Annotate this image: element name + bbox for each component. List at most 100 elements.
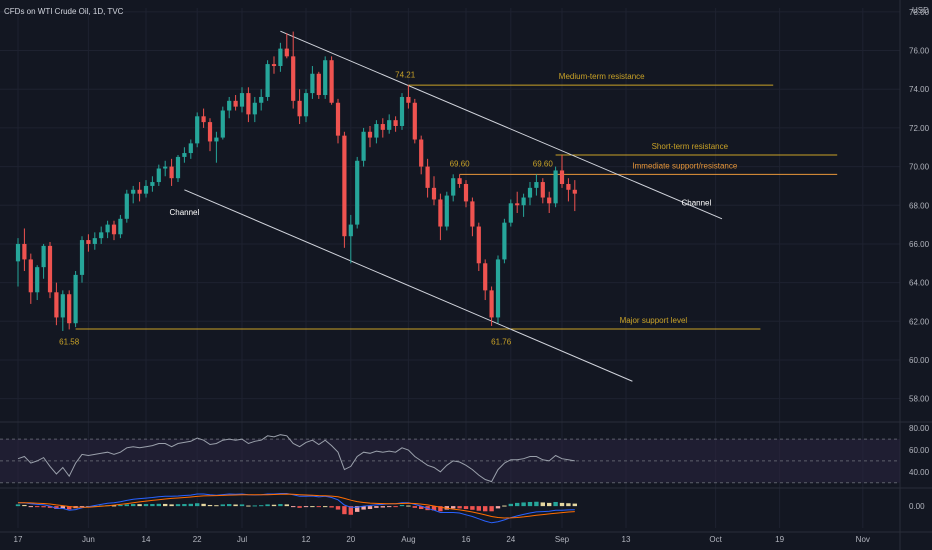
candle-body[interactable] [150,182,155,186]
macd-histogram-bar[interactable] [406,505,411,507]
candle-body[interactable] [399,96,405,126]
macd-histogram-bar[interactable] [188,503,193,507]
macd-histogram-bar[interactable] [534,501,539,507]
macd-histogram-bar[interactable] [131,504,136,507]
macd-histogram-bar[interactable] [438,506,443,512]
candle-body[interactable] [335,102,341,136]
candle-body[interactable] [566,183,571,190]
macd-histogram-bar[interactable] [15,504,21,507]
macd-histogram-bar[interactable] [227,504,232,507]
macd-histogram-bar[interactable] [22,504,27,507]
candle-body[interactable] [521,197,526,206]
macd-histogram-bar[interactable] [111,505,117,507]
candle-body[interactable] [393,120,398,126]
macd-histogram-bar[interactable] [201,503,206,507]
candle-body[interactable] [303,93,309,117]
macd-histogram-bar[interactable] [28,506,33,508]
signal-line[interactable] [18,493,575,519]
candle-body[interactable] [195,116,200,144]
macd-histogram-bar[interactable] [367,506,373,509]
macd-histogram-bar[interactable] [207,504,213,507]
candle-body[interactable] [111,224,117,235]
candle-body[interactable] [310,73,315,94]
macd-histogram-bar[interactable] [220,504,225,507]
macd-histogram-bar[interactable] [124,504,129,507]
macd-histogram-bar[interactable] [361,506,366,510]
macd-histogram-bar[interactable] [412,506,417,508]
macd-histogram-bar[interactable] [355,506,360,512]
macd-histogram-bar[interactable] [47,506,53,508]
candle-body[interactable] [444,195,449,227]
candle-body[interactable] [476,226,481,264]
candle-body[interactable] [86,240,91,244]
candle-body[interactable] [265,64,270,97]
macd-histogram-bar[interactable] [374,506,379,508]
candle-body[interactable] [182,153,187,157]
macd-histogram-bar[interactable] [380,506,385,508]
macd-histogram-bar[interactable] [470,506,475,510]
rsi-pane[interactable] [0,434,900,484]
candle-body[interactable] [259,96,264,103]
macd-histogram-bar[interactable] [79,506,85,508]
candle-body[interactable] [35,267,40,293]
macd-histogram-bar[interactable] [419,506,424,509]
macd-histogram-bar[interactable] [291,506,296,508]
candle-body[interactable] [483,263,488,291]
candle-body[interactable] [553,170,558,204]
macd-histogram-bar[interactable] [502,505,507,507]
candle-body[interactable] [169,166,174,179]
candle-body[interactable] [105,224,110,233]
candle-body[interactable] [559,170,565,184]
candle-body[interactable] [47,245,53,293]
macd-histogram-bar[interactable] [489,506,494,512]
macd-histogram-bar[interactable] [182,504,187,507]
macd-histogram-bar[interactable] [476,506,481,511]
macd-histogram-bar[interactable] [508,503,513,507]
macd-histogram-bar[interactable] [566,503,571,507]
candle-body[interactable] [278,48,283,67]
macd-histogram-bar[interactable] [431,506,437,511]
candle-body[interactable] [367,131,373,138]
macd-histogram-bar[interactable] [137,504,142,507]
candle-body[interactable] [73,274,78,324]
candle-body[interactable] [41,245,46,268]
candle-body[interactable] [489,290,494,318]
candle-body[interactable] [188,143,193,154]
macd-histogram-bar[interactable] [60,506,65,509]
macd-histogram-bar[interactable] [457,506,462,509]
macd-histogram-bar[interactable] [118,504,123,507]
macd-histogram-bar[interactable] [316,506,321,508]
macd-histogram-bar[interactable] [348,506,353,515]
candle-body[interactable] [271,64,277,67]
candle-body[interactable] [54,292,59,318]
macd-histogram-bar[interactable] [297,506,302,508]
candle-body[interactable] [355,160,360,225]
macd-histogram-bar[interactable] [284,504,289,507]
candle-body[interactable] [131,189,136,194]
macd-histogram-bar[interactable] [233,504,238,507]
candle-body[interactable] [495,259,501,318]
candle-body[interactable] [137,189,142,194]
macd-histogram-bar[interactable] [265,504,270,507]
macd-histogram-bar[interactable] [540,502,545,507]
macd-histogram-bar[interactable] [335,506,341,510]
macd-histogram-bar[interactable] [195,503,200,507]
candle-body[interactable] [329,60,334,103]
macd-histogram-bar[interactable] [163,503,168,507]
macd-histogram-bar[interactable] [399,504,405,507]
macd-histogram-bar[interactable] [342,506,347,515]
macd-histogram-bar[interactable] [271,504,277,507]
candle-body[interactable] [220,110,225,138]
candle-body[interactable] [124,193,129,219]
candle-body[interactable] [502,222,507,260]
macd-histogram-bar[interactable] [41,506,46,508]
macd-histogram-bar[interactable] [67,506,72,510]
candle-body[interactable] [316,73,321,96]
candle-body[interactable] [214,137,219,142]
candle-body[interactable] [28,259,33,293]
macd-histogram-bar[interactable] [495,506,501,509]
candle-body[interactable] [374,124,379,138]
candle-body[interactable] [508,203,513,223]
candle-body[interactable] [457,178,462,184]
